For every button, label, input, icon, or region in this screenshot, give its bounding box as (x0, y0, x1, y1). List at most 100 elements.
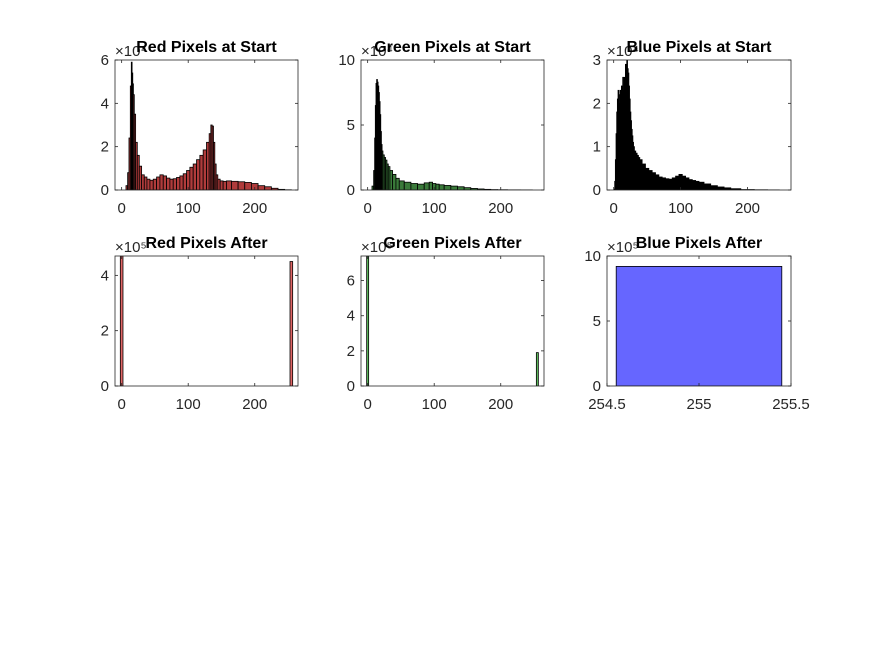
histogram-bar (665, 178, 670, 190)
y-tick-label: 2 (347, 343, 355, 360)
histogram-bar (172, 178, 177, 190)
x-tick-label: 100 (422, 200, 447, 217)
x-tick-label: 100 (176, 396, 201, 413)
y-exponent-label: ×10⁵ (607, 239, 639, 256)
histogram-bar (658, 176, 663, 190)
y-tick-label: 0 (347, 182, 355, 199)
y-tick-label: 10 (338, 52, 355, 69)
y-tick-label: 1 (593, 139, 601, 156)
histogram-bar (179, 175, 184, 190)
histogram-bar (222, 180, 227, 190)
y-tick-label: 2 (593, 95, 601, 112)
histogram-bar (651, 172, 656, 190)
histogram-bar (152, 178, 157, 190)
histogram-bar (688, 179, 693, 190)
histogram-bar (176, 177, 181, 190)
histogram-bar (703, 183, 712, 190)
histogram-bar (398, 180, 405, 190)
y-tick-label: 5 (347, 117, 355, 134)
plot-area (361, 60, 544, 190)
histogram-bar (435, 183, 440, 190)
y-tick-label: 0 (101, 182, 109, 199)
y-exponent-label: ×10⁴ (607, 43, 639, 60)
axes-box (360, 255, 545, 387)
histogram-bar (149, 179, 154, 190)
histogram-bar (698, 181, 705, 190)
subplot-title: Blue Pixels After (636, 235, 763, 252)
plot-area (361, 256, 544, 386)
histogram-bar (257, 185, 266, 190)
histogram-bar (289, 261, 294, 386)
histogram-bar (237, 181, 246, 190)
histogram-bar (219, 180, 224, 190)
histogram-bar (681, 175, 687, 190)
histogram-bar (226, 180, 232, 190)
histogram-bar (457, 186, 465, 190)
y-tick-label: 4 (347, 308, 355, 325)
x-tick-label: 100 (422, 396, 447, 413)
histogram-bar (615, 265, 783, 386)
histogram-bar (231, 180, 239, 190)
y-tick-label: 0 (593, 182, 601, 199)
histogram-bar (146, 178, 151, 190)
bars-group (119, 256, 294, 386)
subplot-title: Blue Pixels at Start (627, 39, 773, 56)
histogram-bar (392, 173, 397, 190)
histogram-bar (655, 174, 660, 190)
y-tick-label: 2 (101, 323, 109, 340)
bars-group (371, 79, 533, 190)
histogram-bar (199, 154, 204, 190)
bars-group (125, 61, 292, 190)
x-tick-label: 200 (242, 200, 267, 217)
histogram-bar (443, 185, 452, 190)
y-exponent-label: ×10⁵ (115, 239, 147, 256)
y-tick-label: 3 (593, 52, 601, 69)
x-tick-label: 0 (117, 200, 125, 217)
histogram-bar (159, 174, 164, 190)
y-tick-label: 5 (593, 313, 601, 330)
histogram-bar (395, 177, 400, 190)
histogram-bar (166, 177, 171, 190)
histogram-bar (648, 170, 653, 190)
y-tick-label: 4 (101, 267, 109, 284)
histogram-bar (535, 352, 539, 386)
axes-box (114, 59, 299, 191)
histogram-bar (423, 182, 430, 190)
axes-box (114, 255, 299, 387)
x-tick-label: 200 (242, 396, 267, 413)
histogram-bar (169, 178, 174, 190)
subplot-title: Red Pixels After (145, 235, 267, 252)
y-tick-label: 0 (101, 378, 109, 395)
histogram-bar (189, 166, 194, 190)
histogram-bar (410, 183, 418, 190)
y-tick-label: 10 (584, 248, 601, 265)
histogram-bar (156, 176, 161, 190)
histogram-bar (668, 178, 673, 190)
histogram-bar (192, 163, 197, 190)
y-tick-label: 2 (101, 139, 109, 156)
histogram-bar (717, 186, 725, 190)
subplot-title: Green Pixels After (383, 235, 521, 252)
histogram-bar (645, 167, 650, 190)
y-exponent-label: ×10⁵ (361, 239, 393, 256)
x-tick-label: 0 (363, 200, 371, 217)
histogram-bar (450, 185, 458, 190)
histogram-bar (428, 181, 433, 190)
histogram-bar (671, 177, 676, 190)
x-tick-label: 0 (610, 200, 618, 217)
histogram-bar (675, 175, 680, 190)
subplot-title: Green Pixels at Start (374, 39, 531, 56)
histogram-bar (182, 173, 187, 190)
y-tick-label: 0 (593, 378, 601, 395)
histogram-bar (691, 180, 697, 190)
plot-area (115, 256, 298, 386)
histogram-bar (710, 185, 718, 190)
histogram-bar (695, 180, 700, 190)
x-tick-label: 255 (686, 396, 711, 413)
y-exponent-label: ×10⁴ (361, 43, 393, 60)
histogram-bar (417, 183, 425, 190)
y-tick-label: 6 (347, 273, 355, 290)
y-exponent-label: ×10⁴ (115, 43, 147, 60)
